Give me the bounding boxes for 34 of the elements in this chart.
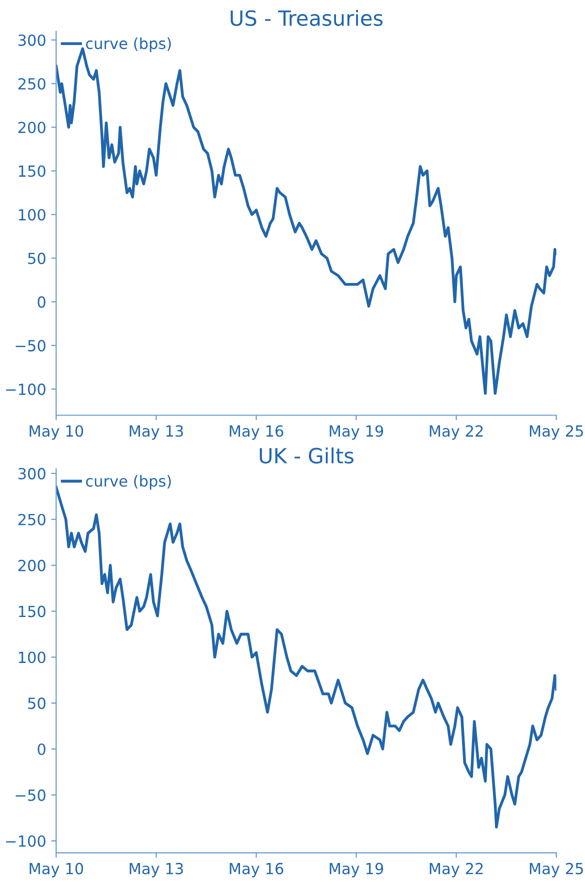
y-tick-label: 300 bbox=[18, 468, 46, 480]
y-tick-label: 250 bbox=[18, 78, 46, 90]
x-tick-label: May 22 bbox=[430, 425, 483, 440]
y-tick-label: 100 bbox=[18, 652, 46, 664]
x-tick-label: May 16 bbox=[230, 425, 284, 440]
chart-title: US - Treasuries bbox=[230, 10, 383, 26]
y-tick-label: 0 bbox=[38, 743, 46, 756]
x-tick-label: May 22 bbox=[430, 862, 483, 878]
x-tick-label: May 13 bbox=[130, 862, 183, 878]
y-tick-label: 0 bbox=[38, 296, 46, 308]
y-tick-label: −100 bbox=[6, 384, 46, 396]
y-tick-label: 150 bbox=[18, 165, 46, 177]
y-tick-label: 200 bbox=[18, 560, 46, 572]
y-tick-label: −50 bbox=[16, 789, 46, 801]
y-tick-label: 50 bbox=[28, 698, 46, 710]
x-tick-label: May 19 bbox=[330, 862, 384, 878]
legend-label: curve (bps) bbox=[86, 37, 171, 52]
x-tick-label: May 25 bbox=[530, 425, 583, 440]
y-tick-label: −100 bbox=[6, 835, 46, 847]
y-tick-label: 250 bbox=[18, 514, 46, 526]
y-tick-label: 300 bbox=[18, 34, 46, 46]
x-tick-label: May 16 bbox=[230, 862, 284, 878]
x-tick-label: May 10 bbox=[30, 425, 84, 440]
y-tick-label: 200 bbox=[18, 122, 46, 134]
x-tick-label: May 10 bbox=[30, 862, 84, 878]
y-tick-label: 50 bbox=[28, 252, 46, 264]
y-tick-label: 100 bbox=[18, 208, 46, 221]
legend-label: curve (bps) bbox=[86, 474, 171, 490]
x-tick-label: May 13 bbox=[130, 425, 183, 440]
x-tick-label: May 19 bbox=[330, 425, 384, 440]
y-tick-label: −50 bbox=[16, 340, 46, 352]
chart-title: UK - Gilts bbox=[260, 447, 354, 464]
y-tick-label: 150 bbox=[18, 606, 46, 618]
x-tick-label: May 25 bbox=[530, 862, 583, 878]
